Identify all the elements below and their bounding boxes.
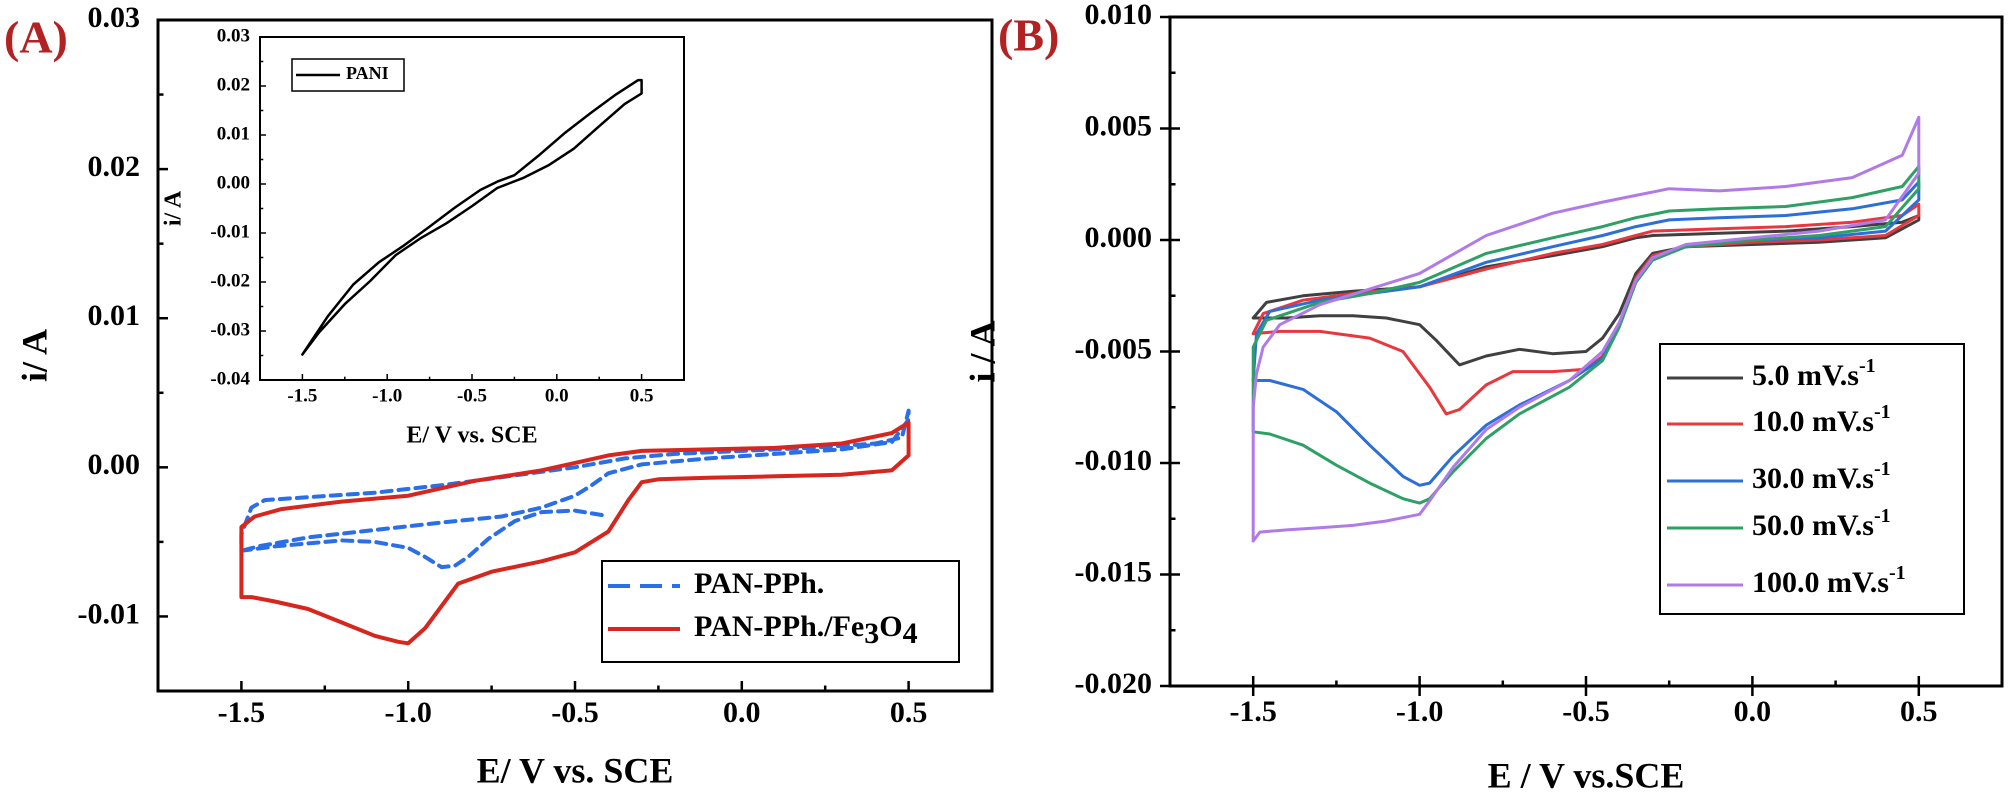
y-tick-label: 0.03 [88,1,141,34]
x-tick-label: 0.5 [890,696,928,729]
legend-label-4: 50.0 mV.s-1 [1752,505,1891,542]
x-tick-label: 0.0 [723,696,761,729]
y-tick-label: -0.01 [78,597,141,630]
y-tick-label: -0.04 [210,368,250,389]
legend-inset: PANI [291,58,405,92]
y-tick-label: 0.00 [88,448,141,481]
legend-label-3: 30.0 mV.s-1 [1752,458,1891,495]
y-tick-label: -0.005 [1075,332,1153,365]
x-tick-label: 0.5 [1900,695,1938,728]
legend-label-pani: PANI [346,63,389,83]
x-tick-label: -0.5 [1562,695,1610,728]
y-tick-label: 0.01 [217,123,250,144]
x-tick-label: -1.5 [218,696,266,729]
y-tick-label: -0.010 [1075,444,1153,477]
legend-b-box [1659,343,1965,615]
x-tick-label: -1.0 [372,385,402,406]
y-tick-label: 0.02 [88,150,141,183]
series-pani [301,78,643,356]
y-tick-label: -0.015 [1075,555,1153,588]
x-axis-title: E/ V vs. SCE [406,423,537,449]
y-tick-label: 0.000 [1085,221,1153,254]
legend-a: PAN-PPh. PAN-PPh./Fe3O4 [601,560,960,663]
y-tick-label: 0.03 [217,25,250,46]
x-tick-label: -1.5 [287,385,317,406]
series-pan-pph-fe3o4 [239,420,911,646]
x-tick-label: 0.0 [1734,695,1772,728]
y-axis-title: i / A [962,320,1002,382]
legend-label-pan-pph-fe3o4: PAN-PPh./Fe3O4 [694,610,918,650]
legend-b: 5.0 mV.s-1 10.0 mV.s-1 30.0 mV.s-1 50.0 mV.… [1659,343,1965,615]
y-tick-label: 0.01 [88,299,141,332]
x-axis-title: E/ V vs. SCE [477,750,674,790]
x-tick-label: 0.0 [545,385,569,406]
panel-label-b: (B) [998,10,1059,61]
y-tick-label: 0.02 [217,74,250,95]
x-tick-label: -1.0 [384,696,432,729]
y-tick-label: -0.02 [210,270,250,291]
panel-a-inset: -1.5 -1.0 -0.5 0.0 0.5 -0.04 -0.03 -0.02 -0.01 0.… [161,25,685,449]
series-30-0-mv-s-1 [1251,180,1921,487]
series-100-0-mv-s-1 [1251,115,1921,543]
legend-label-5: 100.0 mV.s-1 [1752,562,1906,599]
legend-label-1: 5.0 mV.s-1 [1752,355,1876,392]
x-tick-label: -1.0 [1396,695,1444,728]
x-tick-label: -0.5 [551,696,599,729]
legend-a-box [601,560,960,663]
legend-label-pan-pph: PAN-PPh. [694,567,824,600]
y-tick-label: 0.005 [1085,109,1153,142]
y-tick-label: -0.01 [210,221,250,242]
series-50-0-mv-s-1 [1251,164,1921,505]
x-tick-label: -0.5 [457,385,487,406]
y-tick-label: -0.03 [210,319,250,340]
y-tick-label: 0.00 [217,172,250,193]
x-tick-label: -1.5 [1229,695,1277,728]
panel-b: -1.5 -1.0 -0.5 0.0 0.5 -0.020 -0.015 -0.010 -0.0… [962,0,2004,795]
panel-label-a: (A) [4,12,68,63]
x-tick-label: 0.5 [630,385,654,406]
series-10-0-mv-s-1 [1251,202,1921,416]
y-axis-title: i/ A [14,329,54,382]
series-pan-pph [239,408,911,570]
legend-label-2: 10.0 mV.s-1 [1752,401,1891,438]
y-axis-title: i/ A [161,190,187,226]
y-tick-label: 0.010 [1085,0,1153,31]
x-axis-title: E / V vs.SCE [1488,755,1685,795]
y-tick-label: -0.020 [1075,667,1153,700]
